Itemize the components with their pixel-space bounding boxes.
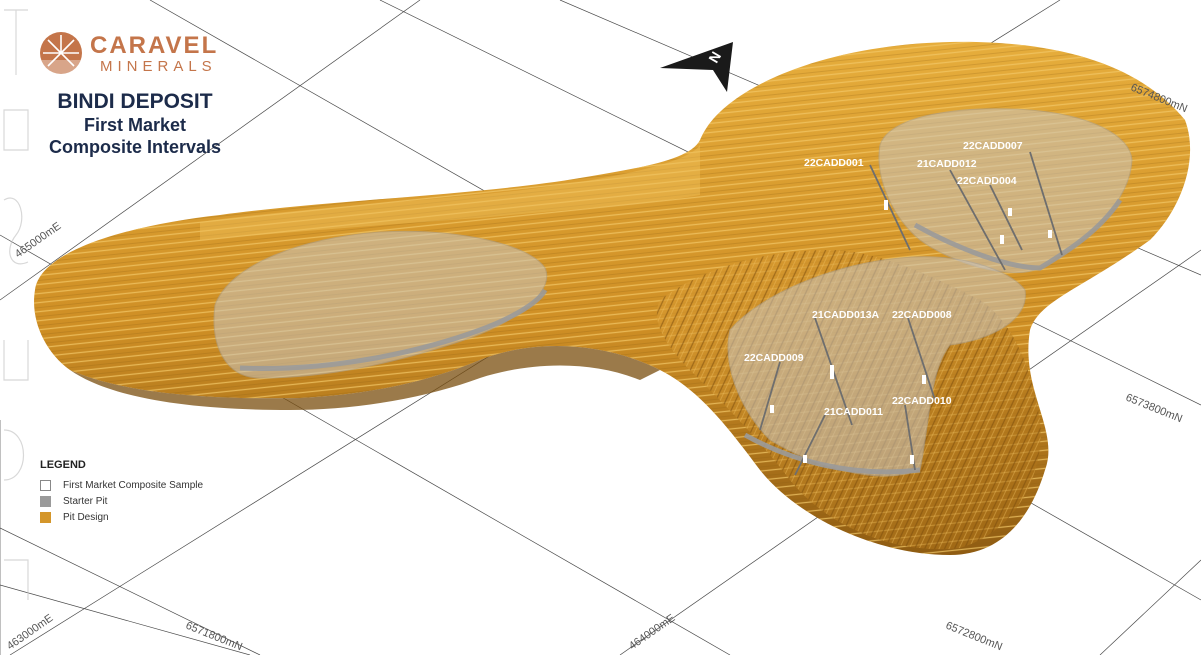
drillhole-label: 22CADD001 — [804, 157, 864, 169]
drillhole-label: 22CADD010 — [892, 395, 952, 407]
drillhole-label: 21CADD011 — [824, 406, 883, 418]
pit-design-swatch — [40, 511, 51, 523]
starter-pits — [213, 108, 1133, 477]
legend-label: Pit Design — [63, 511, 109, 523]
title-line-1: BINDI DEPOSIT — [57, 90, 213, 113]
north-arrow-icon: N — [660, 42, 733, 92]
brand-subtitle: MINERALS — [100, 58, 217, 75]
drillhole-label: 21CADD013A — [812, 309, 880, 321]
brand-name: CARAVEL — [90, 32, 219, 59]
grid-label-463000: 463000mE — [5, 612, 55, 652]
map-title: BINDI DEPOSIT First Market Composite Int… — [30, 90, 240, 158]
drillhole-label: 21CADD012 — [917, 158, 977, 170]
grid-label-6573800: 6573800mN — [1124, 392, 1184, 426]
legend-label: First Market Composite Sample — [63, 479, 204, 491]
drillhole-label: 22CADD009 — [744, 352, 804, 364]
title-line-3: Composite Intervals — [48, 137, 222, 157]
legend-item: Pit Design — [40, 509, 203, 525]
composite-samples — [770, 200, 1052, 464]
legend: LEGEND First Market Composite Sample Sta… — [40, 459, 203, 525]
drillhole-label: 22CADD008 — [892, 309, 952, 321]
drillhole-label: 22CADD007 — [963, 140, 1023, 152]
legend-title: LEGEND — [40, 459, 86, 471]
composite-sample-swatch — [40, 479, 51, 491]
caravel-logo-icon — [38, 32, 84, 76]
brand-logo: CARAVEL MINERALS — [38, 30, 228, 78]
watermark-outline — [3, 9, 29, 600]
grid-label-6572800: 6572800mN — [944, 620, 1004, 654]
drillhole-labels: 22CADD001 21CADD012 22CADD007 22CADD004 … — [744, 140, 1023, 418]
legend-item: First Market Composite Sample — [40, 477, 203, 493]
grid-label-464000: 464000mE — [627, 612, 677, 652]
grid-label-6571800: 6571800mN — [184, 620, 244, 654]
legend-label: Starter Pit — [63, 495, 108, 507]
drillhole-label: 22CADD004 — [957, 175, 1017, 187]
legend-item: Starter Pit — [40, 493, 203, 509]
title-line-2: First Market — [83, 115, 187, 135]
starter-pit-swatch — [40, 495, 51, 507]
